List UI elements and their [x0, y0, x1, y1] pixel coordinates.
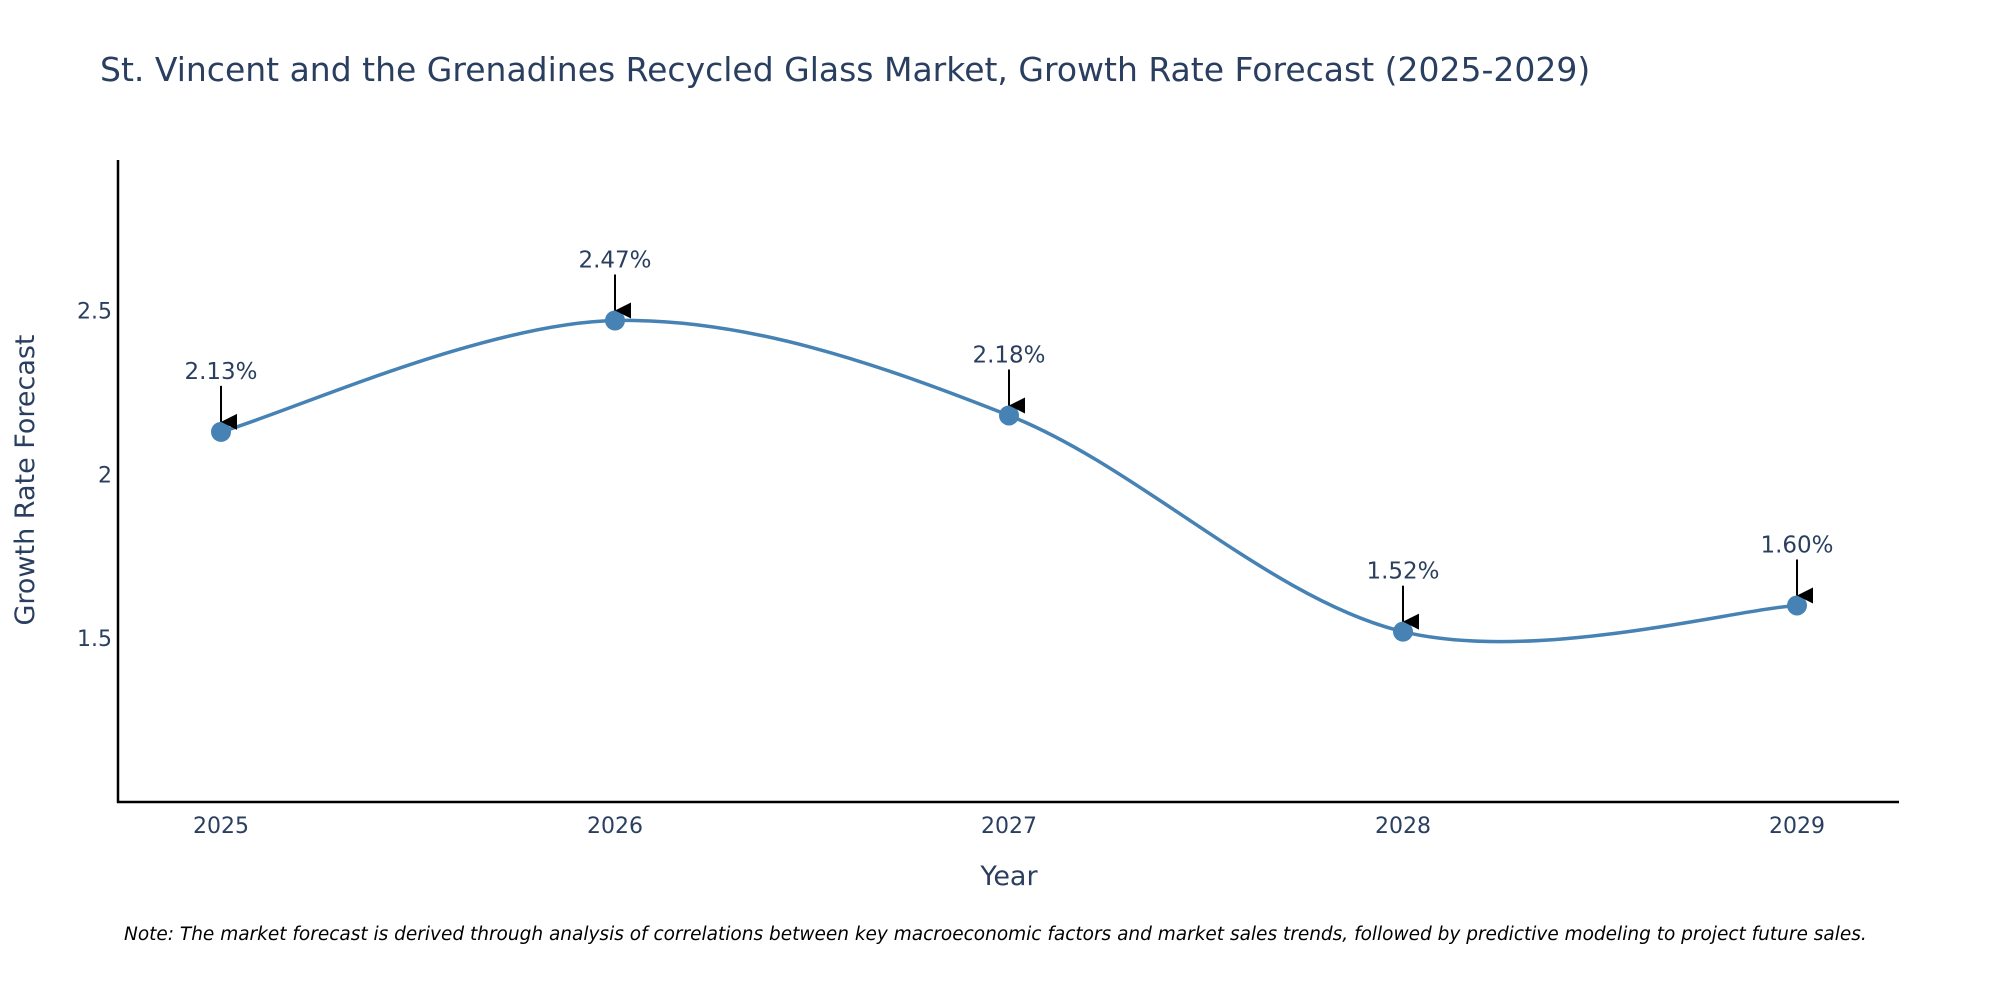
series-line — [220, 318, 1798, 644]
footnote: Note: The market forecast is derived thr… — [124, 924, 1867, 945]
data-point — [211, 421, 231, 442]
x-tick-label: 2028 — [1375, 814, 1431, 839]
x-tick-label: 2026 — [587, 814, 643, 839]
y-tick-label: 1.5 — [77, 627, 112, 652]
data-point — [1787, 595, 1807, 616]
x-tick-labels: 2025 2026 2027 2028 2029 — [193, 814, 1825, 839]
y-tick-labels: 1.5 2 2.5 — [77, 300, 112, 653]
plot-area: 2.13% 2.47% 2.18% 1.52% 1.60% — [184, 248, 1834, 644]
data-label: 1.60% — [1760, 532, 1833, 558]
x-tick-label: 2025 — [193, 814, 249, 839]
data-point — [999, 405, 1019, 426]
data-label: 1.52% — [1366, 559, 1439, 585]
data-point — [605, 310, 625, 331]
data-label: 2.13% — [184, 359, 257, 385]
y-tick-label: 2 — [98, 463, 112, 488]
chart-title: St. Vincent and the Grenadines Recycled … — [100, 50, 1590, 89]
data-label: 2.47% — [578, 248, 651, 274]
y-tick-label: 2.5 — [77, 300, 112, 325]
x-tick-label: 2027 — [981, 814, 1037, 839]
x-axis-title: Year — [979, 861, 1038, 892]
data-point — [1393, 621, 1413, 642]
y-axis-title: Growth Rate Forecast — [10, 334, 41, 625]
x-tick-label: 2029 — [1769, 814, 1825, 839]
data-label: 2.18% — [972, 342, 1045, 368]
